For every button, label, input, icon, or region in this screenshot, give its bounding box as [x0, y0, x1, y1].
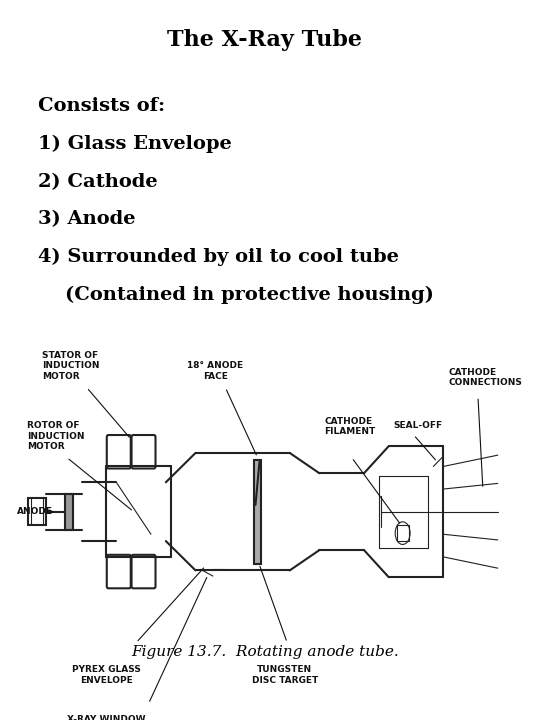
Text: SEAL-OFF: SEAL-OFF [394, 421, 443, 431]
Bar [254, 459, 261, 564]
Text: 18° ANODE
FACE: 18° ANODE FACE [187, 361, 244, 381]
Text: (Contained in protective housing): (Contained in protective housing) [38, 286, 434, 304]
Text: CATHODE
FILAMENT: CATHODE FILAMENT [325, 417, 376, 436]
Bar [65, 494, 73, 530]
Bar [397, 525, 409, 541]
Bar [28, 498, 46, 525]
Text: 3) Anode: 3) Anode [38, 210, 136, 228]
Text: PYREX GLASS
ENVELOPE: PYREX GLASS ENVELOPE [72, 665, 141, 685]
Text: Consists of:: Consists of: [38, 97, 165, 115]
Text: 2) Cathode: 2) Cathode [38, 173, 158, 191]
Text: CATHODE
CONNECTIONS: CATHODE CONNECTIONS [448, 368, 522, 387]
Text: TUNGSTEN
DISC TARGET: TUNGSTEN DISC TARGET [252, 665, 318, 685]
Text: ROTOR OF
INDUCTION
MOTOR: ROTOR OF INDUCTION MOTOR [27, 421, 85, 451]
Text: STATOR OF
INDUCTION
MOTOR: STATOR OF INDUCTION MOTOR [42, 351, 99, 381]
Text: X-RAY WINDOW: X-RAY WINDOW [67, 715, 146, 720]
Text: Figure 13.7.  Rotating anode tube.: Figure 13.7. Rotating anode tube. [131, 645, 399, 659]
Text: ANODE: ANODE [17, 507, 53, 516]
Text: The X-Ray Tube: The X-Ray Tube [167, 29, 362, 51]
Text: 4) Surrounded by oil to cool tube: 4) Surrounded by oil to cool tube [38, 248, 399, 266]
Text: 1) Glass Envelope: 1) Glass Envelope [38, 135, 232, 153]
